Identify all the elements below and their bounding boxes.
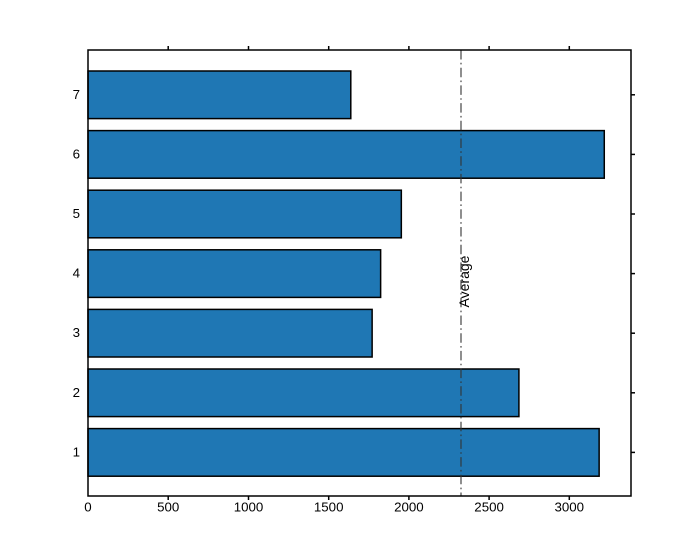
svg-text:5: 5: [73, 206, 80, 221]
svg-text:2500: 2500: [474, 500, 504, 515]
svg-text:3000: 3000: [555, 500, 585, 515]
svg-text:2000: 2000: [394, 500, 424, 515]
svg-text:500: 500: [157, 500, 179, 515]
svg-text:0: 0: [84, 500, 91, 515]
svg-text:2: 2: [73, 385, 80, 400]
svg-text:1000: 1000: [234, 500, 264, 515]
svg-text:7: 7: [73, 87, 80, 102]
svg-text:4: 4: [73, 266, 80, 281]
svg-text:1500: 1500: [314, 500, 344, 515]
svg-text:Average: Average: [456, 255, 472, 307]
svg-text:3: 3: [73, 325, 80, 340]
svg-text:6: 6: [73, 146, 80, 161]
svg-text:1: 1: [73, 444, 80, 459]
